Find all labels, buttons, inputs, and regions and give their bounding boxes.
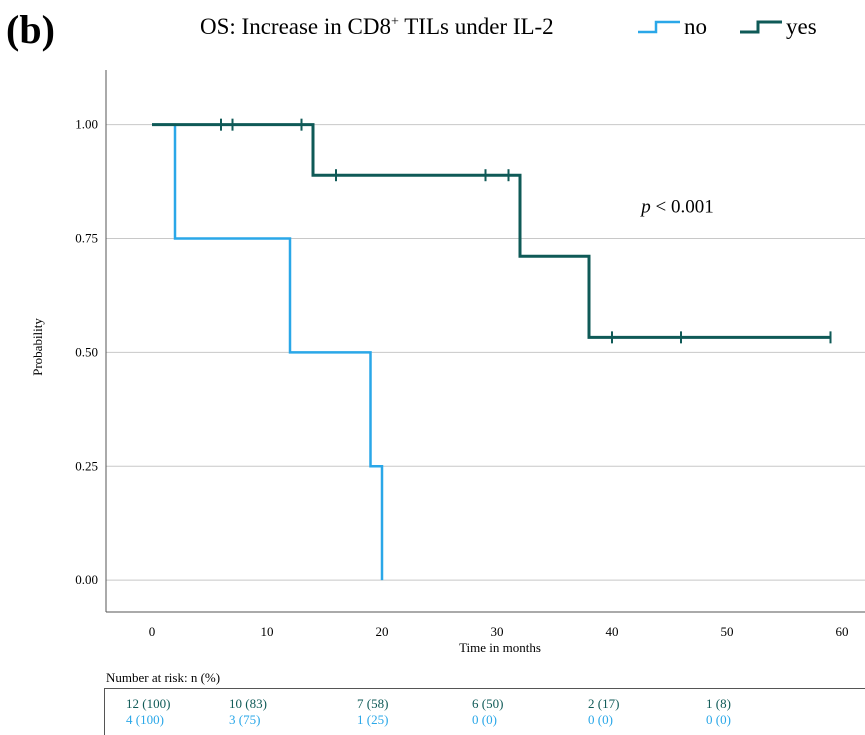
risk-cell-no: 0 (0) — [472, 712, 497, 727]
y-tick-label: 0.25 — [75, 458, 98, 473]
y-tick-label: 1.00 — [75, 117, 98, 132]
risk-cell-no: 0 (0) — [588, 712, 613, 727]
legend-label-no: no — [684, 14, 707, 39]
risk-cell-no: 4 (100) — [126, 712, 164, 727]
x-tick-label: 10 — [261, 624, 274, 639]
y-tick-label: 0.75 — [75, 231, 98, 246]
x-tick-label: 40 — [606, 624, 619, 639]
y-tick-label: 0.00 — [75, 572, 98, 587]
risk-cell-yes: 10 (83) — [229, 696, 267, 711]
p-value-annotation: p < 0.001 — [639, 197, 713, 218]
panel-label: (b) — [6, 7, 55, 52]
survival-curve-yes — [152, 123, 831, 339]
x-tick-label: 30 — [491, 624, 504, 639]
x-tick-label: 0 — [149, 624, 156, 639]
chart-title-prefix: OS: Increase in CD8 — [200, 14, 391, 39]
legend-item-yes: yes — [738, 14, 817, 40]
risk-cell-yes: 1 (8) — [706, 696, 731, 711]
x-tick-label: 60 — [836, 624, 849, 639]
legend-label-yes: yes — [786, 14, 817, 39]
risk-cell-yes: 12 (100) — [126, 696, 171, 711]
risk-cell-no: 1 (25) — [357, 712, 389, 727]
km-chart: 0.00 0.25 0.50 0.75 1.00 0 10 20 30 40 50 60 Time in… — [30, 70, 865, 655]
legend-swatch-no — [638, 20, 680, 34]
risk-cell-yes: 7 (58) — [357, 696, 389, 711]
chart-title-superscript: + — [391, 14, 399, 30]
risk-table — [104, 688, 865, 735]
x-axis-title: Time in months — [459, 640, 541, 655]
x-tick-label: 20 — [376, 624, 389, 639]
survival-curve-no — [152, 123, 384, 581]
legend-swatch-yes — [740, 20, 782, 34]
chart-title: OS: Increase in CD8+ TILs under IL-2 — [200, 14, 554, 40]
chart-title-suffix: TILs under IL-2 — [398, 14, 554, 39]
risk-cell-no: 3 (75) — [229, 712, 261, 727]
legend-item-no: no — [636, 14, 707, 40]
y-axis-title: Probability — [30, 318, 45, 376]
risk-table-title: Number at risk: n (%) — [106, 670, 221, 685]
x-tick-label: 50 — [721, 624, 734, 639]
y-tick-label: 0.50 — [75, 344, 98, 359]
risk-cell-yes: 6 (50) — [472, 696, 504, 711]
risk-cell-no: 0 (0) — [706, 712, 731, 727]
risk-cell-yes: 2 (17) — [588, 696, 620, 711]
